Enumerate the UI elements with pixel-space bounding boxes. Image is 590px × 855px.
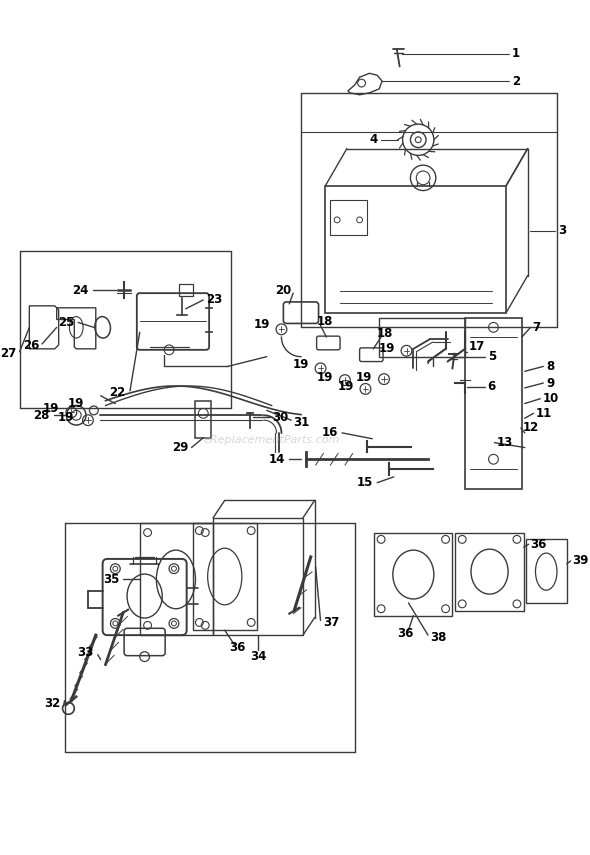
Text: 17: 17 [469,340,486,353]
Text: 30: 30 [273,410,289,424]
Text: 37: 37 [323,616,340,629]
Text: 19: 19 [356,371,372,384]
Text: 36: 36 [230,641,245,654]
Text: 15: 15 [357,476,373,489]
Bar [326,186,506,313]
Text: 18: 18 [377,327,393,339]
Bar [195,401,211,438]
Text: 1: 1 [512,47,520,60]
Text: 19: 19 [42,402,58,415]
Text: 20: 20 [276,284,291,297]
Text: 25: 25 [58,316,74,329]
Text: 13: 13 [496,436,513,449]
Text: 24: 24 [73,284,89,297]
Text: 12: 12 [523,422,539,434]
Text: 32: 32 [44,697,61,710]
Text: 6: 6 [487,380,496,393]
Text: 19: 19 [317,371,333,384]
Text: 22: 22 [109,386,125,399]
Text: 4: 4 [369,133,377,146]
Text: 7: 7 [533,321,540,333]
Text: 27: 27 [1,347,17,360]
Text: 3: 3 [558,224,566,237]
Text: 19: 19 [337,380,354,393]
Text: 19: 19 [293,358,309,371]
Text: 14: 14 [269,453,286,466]
Text: 34: 34 [250,650,266,663]
Text: 9: 9 [546,376,555,390]
Text: 38: 38 [430,631,446,644]
Bar [526,540,567,603]
Text: 33: 33 [77,646,94,659]
Bar [213,518,303,635]
Text: 28: 28 [34,409,50,422]
Text: 16: 16 [322,427,338,439]
Text: 31: 31 [293,416,309,428]
Text: 19: 19 [58,410,74,424]
Text: 8: 8 [546,360,555,373]
Text: 23: 23 [206,293,222,306]
Text: 36: 36 [397,627,414,640]
Text: 19: 19 [253,318,270,331]
Text: eReplacementParts.com: eReplacementParts.com [204,434,340,445]
Bar [330,200,368,234]
Bar [140,522,213,635]
Bar [374,533,453,616]
Text: 11: 11 [536,407,552,420]
Text: 26: 26 [23,339,39,352]
Text: 35: 35 [103,573,119,586]
Bar [455,533,524,610]
Text: 2: 2 [512,74,520,87]
Bar [194,522,257,630]
Text: 39: 39 [573,554,589,568]
Text: 10: 10 [542,392,559,405]
Bar [179,285,192,296]
Text: 18: 18 [316,315,333,328]
Text: 19: 19 [378,342,395,356]
Text: 36: 36 [530,538,547,551]
Text: 29: 29 [172,441,189,454]
Bar [465,317,522,488]
Text: 19: 19 [68,397,84,410]
Text: 5: 5 [487,351,496,363]
Bar [379,317,465,357]
